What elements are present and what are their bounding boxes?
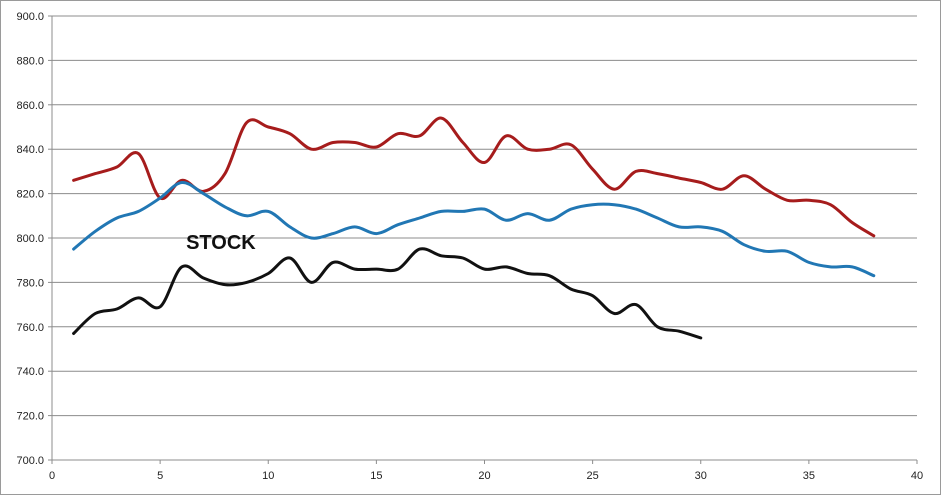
- y-tick-label: 700.0: [16, 455, 44, 467]
- series-line-1: [72, 116, 876, 238]
- y-tick-label: 800.0: [16, 233, 44, 245]
- x-tick-label: 15: [370, 470, 382, 482]
- x-tick-label: 0: [49, 470, 55, 482]
- y-tick-label: 720.0: [16, 411, 44, 423]
- y-tick-label: 840.0: [16, 144, 44, 156]
- series-line-3: [72, 247, 703, 340]
- y-tick-label: 900.0: [16, 11, 44, 23]
- x-tick-label: 30: [695, 470, 707, 482]
- y-tick-label: 820.0: [16, 189, 44, 201]
- y-tick-label: 860.0: [16, 100, 44, 112]
- y-tick-label: 780.0: [16, 277, 44, 289]
- y-tick-label: 760.0: [16, 322, 44, 334]
- annotation-label: STOCK: [186, 232, 256, 254]
- x-tick-label: 40: [911, 470, 923, 482]
- y-tick-label: 740.0: [16, 366, 44, 378]
- y-tick-label: 880.0: [16, 55, 44, 67]
- x-tick-label: 5: [157, 470, 163, 482]
- x-tick-label: 20: [478, 470, 490, 482]
- x-tick-label: 35: [803, 470, 815, 482]
- x-tick-label: 10: [262, 470, 274, 482]
- series-line-2: [72, 180, 876, 278]
- x-tick-label: 25: [587, 470, 599, 482]
